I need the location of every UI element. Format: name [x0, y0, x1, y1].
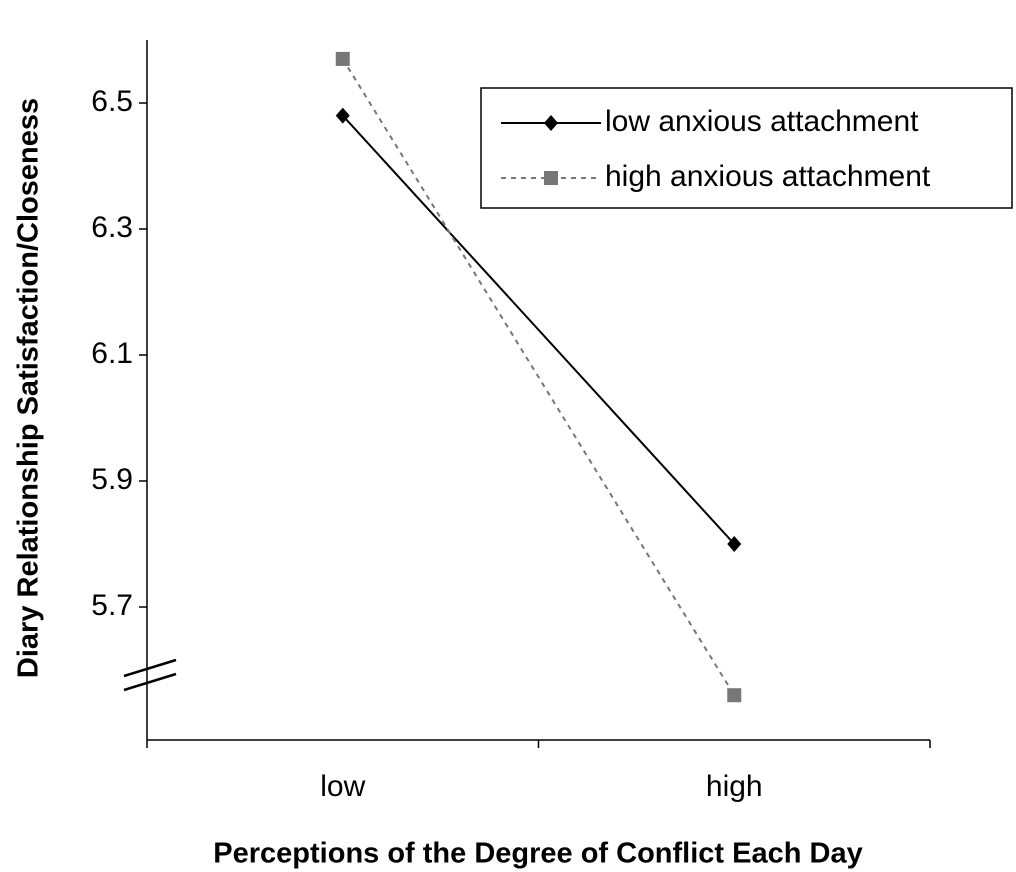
marker — [727, 536, 742, 552]
y-tick-label: 6.1 — [91, 337, 133, 370]
y-tick-label: 6.5 — [91, 85, 133, 118]
y-axis-title: Diary Relationship Satisfaction/Closenes… — [13, 98, 45, 678]
legend-label: high anxious attachment — [605, 160, 931, 193]
legend-marker — [544, 115, 558, 131]
axis-break — [123, 658, 177, 692]
x-tick-label: low — [320, 770, 365, 803]
series-line — [342, 114, 735, 545]
y-tick-label: 5.7 — [91, 589, 133, 622]
y-tick-label: 5.9 — [91, 463, 133, 496]
legend-label: low anxious attachment — [605, 105, 919, 138]
marker — [335, 107, 350, 124]
legend-box — [480, 87, 1013, 209]
x-tick-label: high — [706, 770, 763, 803]
x-axis-title: Perceptions of the Degree of Conflict Ea… — [213, 838, 862, 870]
marker — [335, 51, 350, 66]
y-tick-label: 6.3 — [91, 211, 133, 244]
legend-marker — [544, 171, 558, 185]
marker — [727, 688, 742, 703]
series-line — [341, 58, 736, 696]
